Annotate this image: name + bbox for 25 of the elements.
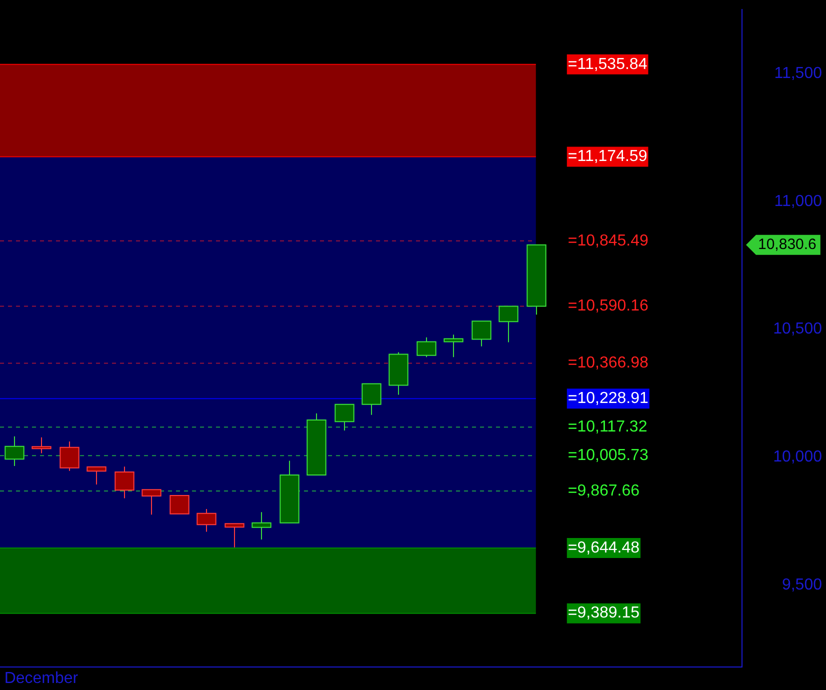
ref-line-label: =10,845.49 bbox=[568, 232, 649, 250]
candlestick bbox=[334, 404, 354, 432]
ref-line-label: =11,174.59 bbox=[568, 148, 648, 166]
text: 10,830.6 bbox=[758, 236, 816, 254]
ref-line-label: =10,005.73 bbox=[568, 447, 649, 464]
ref-line-label: =9,389.15 bbox=[568, 604, 640, 622]
candlestick bbox=[170, 494, 190, 514]
y-tick-label: 9,500 bbox=[782, 576, 822, 594]
candlestick bbox=[362, 383, 382, 416]
ref-line-label: =10,117.32 bbox=[568, 418, 648, 436]
y-tick-label: 11,500 bbox=[774, 64, 822, 82]
y-tick-label: 11,000 bbox=[774, 192, 822, 210]
candlestick bbox=[472, 320, 492, 347]
x-tick-label: December bbox=[4, 670, 79, 687]
ref-line-label: =10,366.98 bbox=[568, 354, 649, 372]
candlestick bbox=[498, 306, 518, 343]
ref-line-label: =11,535.84 bbox=[568, 56, 648, 73]
ref-line-label: =10,228.91 bbox=[568, 390, 649, 407]
ref-line-label: =9,867.66 bbox=[568, 482, 640, 500]
ref-line-label: =10,590.16 bbox=[568, 298, 649, 315]
candlestick bbox=[60, 441, 80, 472]
y-tick-label: 10,000 bbox=[773, 448, 822, 466]
ref-line-label: =9,644.48 bbox=[568, 539, 640, 556]
y-tick-label: 10,500 bbox=[773, 320, 822, 338]
candlestick bbox=[114, 466, 134, 499]
